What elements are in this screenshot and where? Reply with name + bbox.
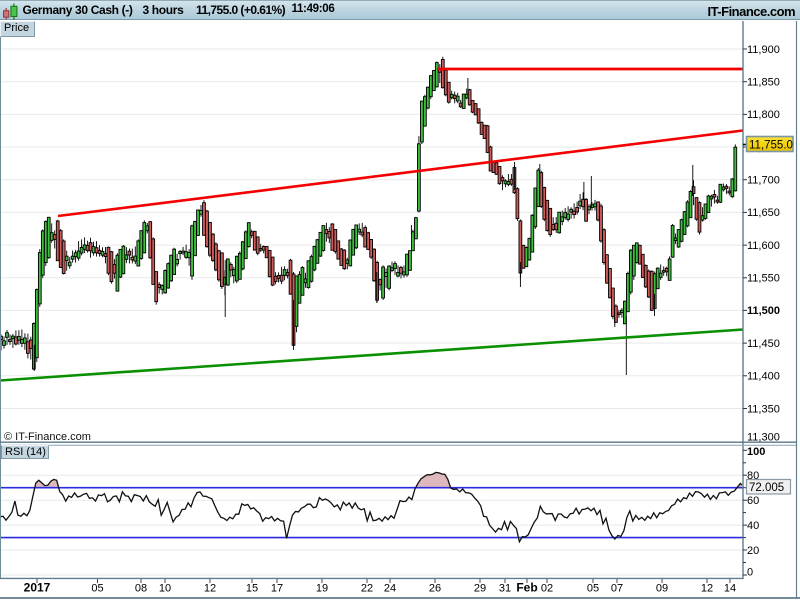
svg-text:22: 22 — [361, 583, 373, 595]
svg-text:29: 29 — [474, 583, 486, 595]
svg-text:11,500: 11,500 — [747, 305, 780, 317]
svg-text:11,600: 11,600 — [747, 240, 780, 252]
svg-text:11,650: 11,650 — [747, 207, 780, 219]
svg-text:60: 60 — [747, 495, 759, 507]
svg-text:07: 07 — [611, 583, 623, 595]
svg-text:11,450: 11,450 — [747, 338, 780, 350]
svg-text:02: 02 — [541, 583, 553, 595]
svg-text:05: 05 — [587, 583, 599, 595]
svg-text:11,900: 11,900 — [747, 44, 780, 56]
svg-text:14: 14 — [724, 583, 736, 595]
svg-text:40: 40 — [747, 520, 759, 532]
svg-text:17: 17 — [271, 583, 283, 595]
svg-text:11,550: 11,550 — [747, 273, 780, 285]
svg-text:12: 12 — [204, 583, 216, 595]
svg-text:11,300: 11,300 — [747, 431, 780, 443]
svg-text:31: 31 — [499, 583, 511, 595]
svg-text:26: 26 — [429, 583, 441, 595]
svg-text:11,350: 11,350 — [747, 403, 780, 415]
svg-text:15: 15 — [246, 583, 258, 595]
svg-text:19: 19 — [316, 583, 328, 595]
svg-text:24: 24 — [384, 583, 396, 595]
svg-text:72.005: 72.005 — [749, 482, 784, 494]
svg-text:Feb: Feb — [516, 581, 537, 595]
svg-text:11,850: 11,850 — [747, 77, 780, 89]
svg-text:09: 09 — [656, 583, 668, 595]
svg-text:11,755.0: 11,755.0 — [749, 139, 793, 151]
svg-text:05: 05 — [91, 583, 103, 595]
svg-text:12: 12 — [701, 583, 713, 595]
svg-text:10: 10 — [159, 583, 171, 595]
svg-text:2017: 2017 — [24, 581, 51, 595]
svg-text:0: 0 — [747, 566, 753, 578]
svg-text:08: 08 — [135, 583, 147, 595]
svg-text:20: 20 — [747, 545, 759, 557]
svg-text:11,800: 11,800 — [747, 109, 780, 121]
svg-text:100: 100 — [747, 446, 765, 458]
svg-text:11,400: 11,400 — [747, 371, 780, 383]
svg-text:11,700: 11,700 — [747, 175, 780, 187]
